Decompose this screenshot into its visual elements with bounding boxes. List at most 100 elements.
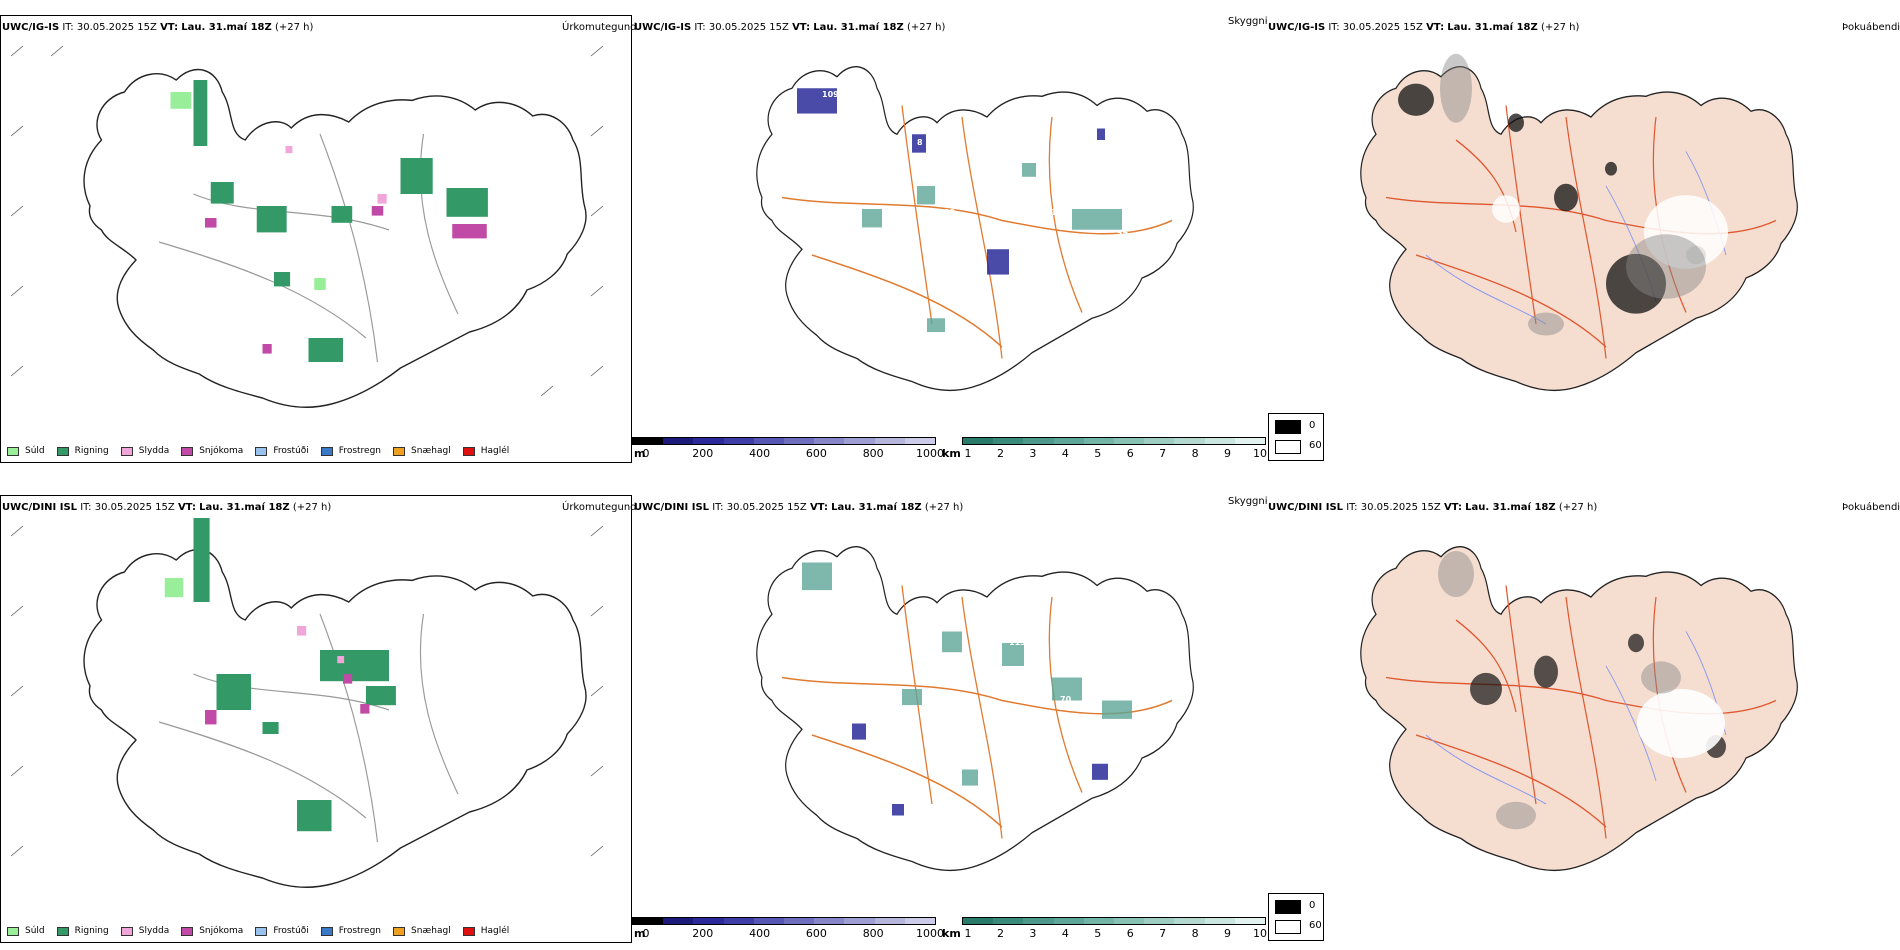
legend-label: Rigning [74,926,109,936]
fog-value-1: 60 [1309,440,1322,451]
legend-swatch [7,446,19,456]
legend-item-5: Frostregn [320,446,382,456]
legend-swatch [320,446,333,456]
ceiling-label: 92 [1002,681,1013,690]
tick-label: 400 [749,927,771,940]
precip-type-label: Úrkomutegund [562,22,637,33]
tick-label: 1 [964,927,972,940]
legend-label: Frostregn [338,446,382,456]
colorbar-segment-5 [1114,438,1145,444]
fog-swatch-1 [1275,440,1301,454]
legend-item-0: Súld [7,926,45,936]
vis-unit: km [942,447,961,460]
legend-item-6: Snæhagl [393,446,451,456]
tick-label: 6 [1126,927,1134,940]
tick-label: 600 [805,927,827,940]
legend-label: Súld [25,926,45,936]
colorbar-segment-3 [1053,438,1084,444]
fog-panel-2 [1266,495,1900,943]
vis-ticks-2: 1 2 3 4 5 6 7 8 9 10 [962,927,1268,941]
precip-type-panel-2: Súld Rigning Slydda Snjókoma Frostúði Frostre… [0,495,632,943]
legend-item-1: Rigning [56,446,109,456]
fog-value-legend: 0 60 [1268,413,1324,461]
colorbar-segment-4 [753,918,785,924]
fog-map-2 [1360,546,1799,872]
fog-type-label: Þokuábendi [1842,22,1900,33]
colorbar-segment-3 [723,438,754,444]
vis-colorbar-2 [962,917,1266,925]
tick-label: 8 [1191,447,1199,460]
colorbar-segment-0 [633,438,664,444]
ceiling-label: 86 [802,80,814,89]
ceiling-map-2: 107 119 113 92 28 70 19 10 5 3 [702,546,1195,872]
tick-label: 8 [1191,927,1199,940]
colorbar-segment-8 [1204,918,1235,924]
tick-label: 9 [1224,447,1232,460]
legend-label: Haglél [480,926,510,936]
precip-map-2 [10,518,604,888]
colorbar-segment-1 [993,918,1024,924]
ceiling-label: 62 [894,353,905,362]
colorbar-segment-5 [784,918,815,924]
legend-swatch [56,926,69,936]
legend-item-4: Frostúði [255,446,309,456]
fog-title: UWC/IG-IS IT: 30.05.2025 15Z VT: Lau. 31… [1268,22,1580,33]
legend-swatch [120,446,133,456]
ceiling-label: 119 [947,663,964,672]
colorbar-segment-3 [723,918,754,924]
fog-swatch-0 [1275,900,1301,914]
row-top: Súld Rigning Slydda Snjókoma Frostúði Frostre… [0,0,1900,470]
fog-panel [1266,15,1900,463]
colorbar-segment-6 [1144,918,1175,924]
tick-label: 10 [1253,447,1267,460]
model-name: UWC/IG-IS [2,22,60,33]
tick-label: 2 [996,447,1004,460]
tick-label: 800 [862,447,884,460]
vis-colorbar [962,437,1266,445]
ceiling-panel: 86 109 63 8 112 62 87 19 37 22 22 62 m 0… [632,15,1324,463]
ceiling-type-label-2: Skyggni [1228,496,1268,507]
legend-label: Frostúði [273,446,309,456]
colorbar-segment-1 [993,438,1024,444]
colorbar-segment-2 [693,438,724,444]
colorbar-segment-9 [904,918,936,924]
tick-label: 7 [1159,447,1167,460]
legend-item-7: Haglél [462,446,509,456]
tick-label: 0 [642,927,650,940]
ceiling-label: 3 [718,656,724,665]
ceiling-label: 22 [875,236,886,245]
legend-item-7: Haglél [462,926,510,936]
colorbar-segment-7 [844,918,875,924]
legend-swatch [255,926,268,936]
precip-type-panel: Súld Rigning Slydda Snjókoma Frostúði Frostre… [0,15,632,463]
precip-type-label-2: Úrkomutegund [562,502,637,513]
colorbar-segment-6 [1144,438,1175,444]
ceiling-label: 62 [997,286,1008,295]
vis-ticks: 1 2 3 4 5 6 7 8 9 10 [962,447,1268,461]
ceiling-label: 63 [844,118,855,127]
legend-item-3: Snjókoma [181,446,243,456]
ceiling-label: 109 [822,90,839,99]
tick-label: 400 [749,447,771,460]
legend-swatch [462,446,475,456]
ceiling-label: 10 [1094,732,1106,741]
tick-label: 10 [1253,927,1267,940]
legend-swatch [56,446,69,456]
legend-item-2: Slydda [120,446,169,456]
tick-label: 4 [1061,927,1069,940]
ceiling-label: 37 [1117,231,1128,240]
legend-swatch [181,446,194,456]
colorbar-segment-0 [963,918,994,924]
ceiling-title-2: UWC/DINI ISL IT: 30.05.2025 15Z VT: Lau.… [634,502,964,513]
legend-label: Frostregn [338,926,382,936]
colorbar-segment-5 [1114,918,1145,924]
ceiling-label: 107 [927,668,944,677]
ceiling-label: 28 [1052,663,1064,672]
colorbar-segment-7 [1174,438,1205,444]
ceiling-label: 70 [1060,695,1072,704]
legend-swatch [7,926,19,936]
colorbar-segment-6 [814,918,845,924]
ceiling-label: 8 [917,138,923,147]
precip-title-2: UWC/DINI ISL IT: 30.05.2025 15Z VT: Lau.… [2,502,332,513]
legend-swatch [393,446,406,456]
